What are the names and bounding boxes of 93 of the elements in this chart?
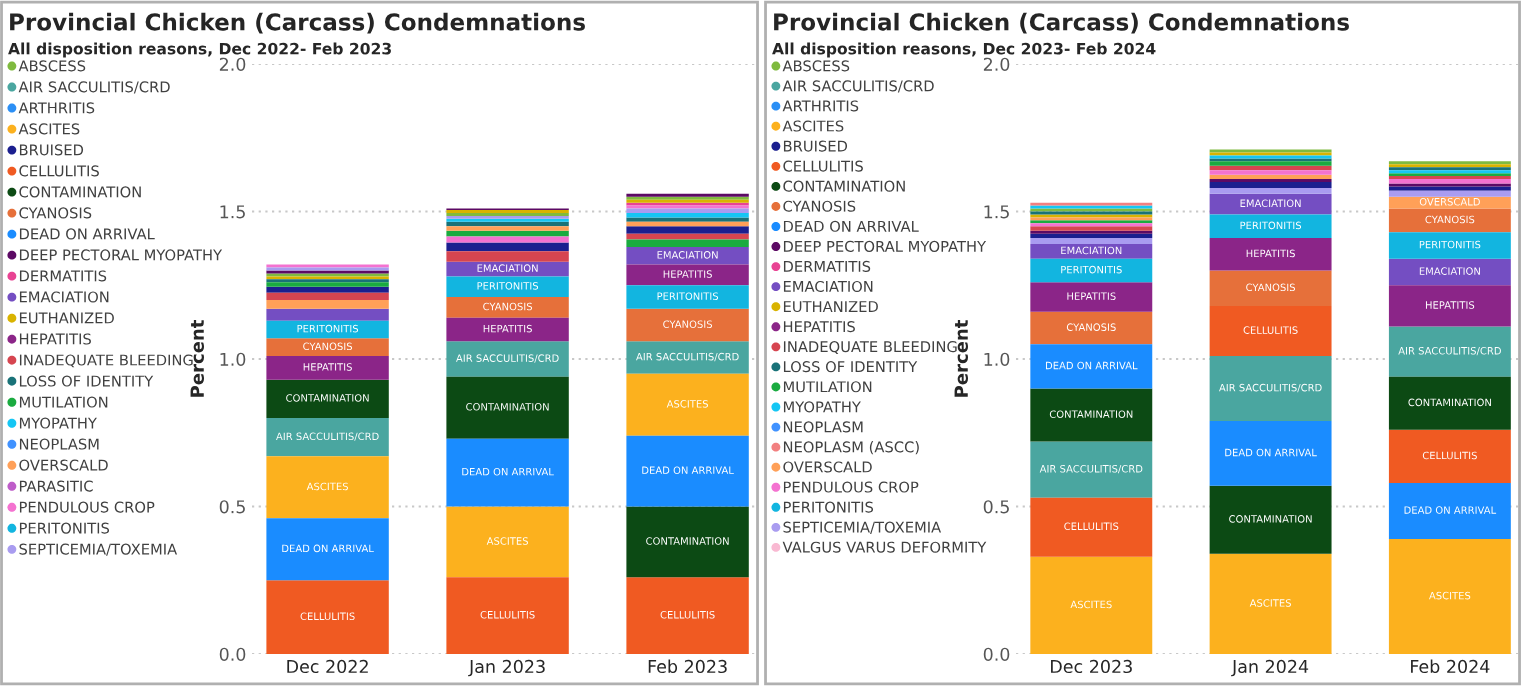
bar xyxy=(266,286,389,293)
y-tick-label: 1.5 xyxy=(220,205,245,219)
y-tick-label: 1.0 xyxy=(220,352,246,366)
bar xyxy=(446,341,569,377)
bar xyxy=(446,577,569,654)
x-tick-label: Jan 2024 xyxy=(1231,659,1309,677)
bar xyxy=(626,246,749,265)
bar xyxy=(1030,311,1153,345)
bar xyxy=(626,373,749,436)
bar xyxy=(1209,214,1332,239)
bar xyxy=(1388,258,1511,286)
bar xyxy=(1388,482,1511,539)
bar xyxy=(626,341,749,374)
bar xyxy=(266,338,389,357)
bar xyxy=(446,376,569,439)
y-axis-title: Percent xyxy=(190,320,204,397)
bar xyxy=(266,518,389,581)
bar xyxy=(1209,485,1332,554)
bar xyxy=(446,276,569,298)
chart-title: Provincial Chicken (Carcass) Condemnations xyxy=(10,12,585,34)
bar xyxy=(1388,376,1511,430)
bar xyxy=(1030,238,1153,244)
bar xyxy=(626,233,749,240)
bar xyxy=(626,264,749,286)
bar xyxy=(1209,182,1332,188)
chart-title: Provincial Chicken (Carcass) Condemnations xyxy=(774,12,1349,34)
bar xyxy=(266,320,389,339)
bar xyxy=(1388,285,1511,327)
bar xyxy=(1388,196,1511,209)
bar xyxy=(1209,305,1332,357)
x-tick-label: Feb 2023 xyxy=(648,659,727,674)
y-tick-label: 2.0 xyxy=(219,57,246,71)
bar xyxy=(626,221,749,227)
bar xyxy=(1030,388,1153,442)
y-tick-label: 2.0 xyxy=(983,57,1010,71)
bar xyxy=(446,230,569,237)
y-tick-label: 1.5 xyxy=(984,205,1009,219)
y-tick-label: 0.5 xyxy=(983,500,1009,514)
bar xyxy=(1030,441,1153,498)
bar xyxy=(626,435,749,507)
y-axis-title: Percent xyxy=(954,320,968,397)
bar xyxy=(1030,243,1153,259)
bar xyxy=(446,317,569,342)
bar xyxy=(266,300,389,309)
bar xyxy=(1209,165,1332,171)
bar xyxy=(1209,193,1332,215)
bar xyxy=(626,239,749,247)
bar xyxy=(446,221,569,227)
bar xyxy=(1388,326,1511,377)
bar xyxy=(266,379,389,418)
x-tick-label: Jan 2023 xyxy=(468,659,545,677)
bar xyxy=(1030,233,1153,239)
bar xyxy=(1209,420,1332,486)
bar xyxy=(446,438,569,507)
bar xyxy=(626,212,749,218)
y-tick-label: 0.5 xyxy=(219,500,245,514)
bar xyxy=(1030,344,1153,389)
bar xyxy=(446,297,569,318)
bar xyxy=(1388,429,1511,483)
bar xyxy=(626,577,749,654)
bar xyxy=(266,418,389,457)
bar xyxy=(1388,208,1511,233)
bar xyxy=(446,251,569,262)
bar xyxy=(626,308,749,342)
bar xyxy=(1030,556,1153,654)
bar xyxy=(266,456,389,519)
bar xyxy=(1388,538,1511,654)
x-tick-label: Feb 2024 xyxy=(1411,659,1490,674)
bar xyxy=(266,292,389,300)
bar xyxy=(446,506,569,578)
y-tick-label: 1.0 xyxy=(984,352,1010,366)
bar xyxy=(1388,190,1511,197)
bar xyxy=(446,242,569,252)
bar xyxy=(1209,238,1332,271)
x-tick-label: Dec 2022 xyxy=(287,659,368,674)
bar xyxy=(1209,187,1332,194)
bar xyxy=(1209,270,1332,306)
bar xyxy=(1388,232,1511,259)
x-tick-label: Dec 2023 xyxy=(1051,659,1132,674)
bar xyxy=(1209,553,1332,654)
y-tick-label: 0.0 xyxy=(983,647,1010,661)
bar xyxy=(1030,497,1153,557)
bar xyxy=(626,226,749,234)
bar xyxy=(266,308,389,321)
bar xyxy=(266,356,389,380)
bar xyxy=(626,506,749,578)
bar xyxy=(1030,282,1153,312)
bar xyxy=(1030,258,1153,283)
bar xyxy=(626,285,749,309)
bar xyxy=(1209,174,1332,180)
bar xyxy=(266,580,389,654)
bar xyxy=(1209,356,1332,421)
y-tick-label: 0.0 xyxy=(219,647,246,661)
